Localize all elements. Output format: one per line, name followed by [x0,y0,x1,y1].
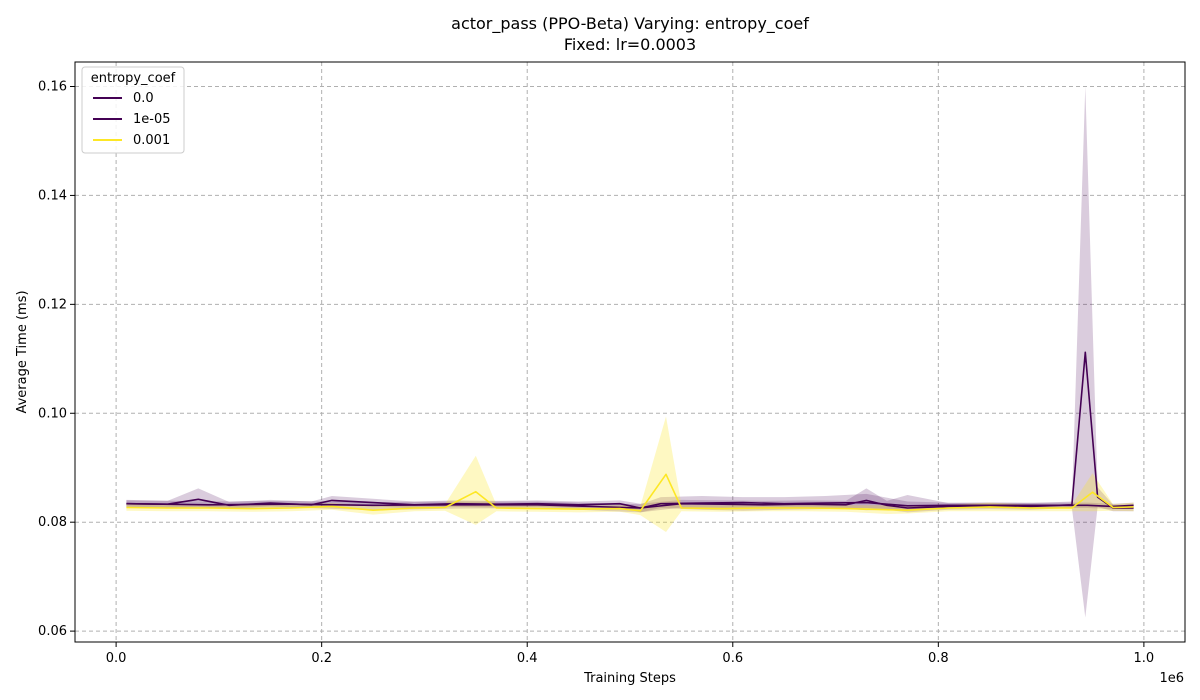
confidence-band-1 [126,86,1134,618]
x-tick-label: 0.4 [517,651,538,666]
legend-box [81,66,185,154]
x-tick-label: 0.0 [106,651,127,666]
x-axis-ticks: 0.0 0.2 0.4 0.6 0.8 1.0 [106,642,1154,666]
y-tick-label: 0.08 [38,515,67,530]
series-line-2 [126,473,1134,512]
confidence-band-2 [126,416,1134,532]
y-axis-ticks: 0.06 0.08 0.10 0.12 0.14 0.16 [38,80,75,639]
legend-entry: 0.001 [133,133,170,148]
series-lines [126,351,1134,512]
x-tick-label: 0.6 [722,651,743,666]
confidence-band-0 [126,493,1134,513]
x-tick-label: 0.8 [928,651,949,666]
legend-title: entropy_coef [91,71,176,86]
legend: entropy_coef 0.0 1e-05 0.001 [81,66,185,154]
y-tick-label: 0.16 [38,80,67,95]
chart-title: actor_pass (PPO-Beta) Varying: entropy_c… [451,14,809,34]
x-axis-offset-label: 1e6 [1159,671,1184,686]
y-tick-label: 0.10 [38,406,67,421]
series-line-1 [126,351,1134,509]
legend-entry: 1e-05 [133,112,171,127]
y-tick-label: 0.14 [38,188,67,203]
y-axis-label: Average Time (ms) [15,290,30,413]
confidence-bands [126,86,1134,618]
legend-entry: 0.0 [133,91,154,106]
plot-frame [74,61,1186,643]
chart-subtitle: Fixed: lr=0.0003 [564,35,696,54]
y-tick-label: 0.06 [38,624,67,639]
x-tick-label: 1.0 [1134,651,1155,666]
x-tick-label: 0.2 [311,651,332,666]
x-axis-label: Training Steps [583,671,676,686]
grid-lines [75,62,1185,642]
y-tick-label: 0.12 [38,297,67,312]
